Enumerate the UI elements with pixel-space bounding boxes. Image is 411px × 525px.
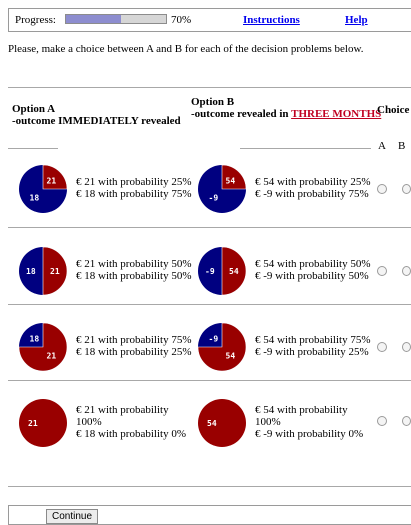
lottery-description: € 21 with probability 100% € 18 with prob… [76, 404, 194, 440]
high-outcome-text: € 21 with probability 25% [76, 176, 192, 188]
lottery-description: € 54 with probability 25% € -9 with proba… [255, 176, 373, 200]
option-a-header: Option A -outcome IMMEDIATELY revealed [12, 103, 181, 127]
choice-a-label: A [378, 140, 386, 152]
choice-b-radio[interactable] [402, 416, 411, 426]
choice-b-label: B [398, 140, 406, 152]
continue-button[interactable]: Continue [46, 509, 99, 524]
low-outcome-text: € -9 with probability 50% [255, 270, 369, 282]
pie-label-high: 21 [28, 419, 38, 428]
high-outcome-text: € 54 with probability 100% [255, 404, 348, 428]
pie-label-high: 54 [226, 177, 236, 186]
lottery-description: € 21 with probability 25% € 18 with proba… [76, 176, 194, 200]
low-outcome-text: € -9 with probability 75% [255, 188, 369, 200]
bottom-bar: Continue [8, 505, 411, 525]
pie-label-high: 54 [226, 352, 236, 361]
choice-header: Choice [377, 104, 410, 116]
lottery-description: € 54 with probability 75% € -9 with proba… [255, 334, 373, 358]
divider [240, 148, 371, 149]
divider [8, 486, 411, 487]
lottery-description: € 21 with probability 75% € 18 with proba… [76, 334, 194, 358]
pie-slice-high [198, 399, 246, 447]
option-a-title: Option A [12, 103, 56, 115]
lottery-pie-chart: 21 18 [18, 322, 68, 372]
decision-problem-row: 21 18 € 21 with probability 75% € 18 with p… [0, 322, 411, 382]
low-outcome-text: € 18 with probability 25% [76, 346, 192, 358]
option-b-subtitle: -outcome revealed in [191, 108, 292, 120]
pie-slice-high [18, 322, 68, 372]
decision-problem-row: 21 18 € 21 with probability 25% € 18 with p… [0, 164, 411, 224]
option-a-subtitle: -outcome IMMEDIATELY revealed [12, 115, 181, 127]
option-b-title: Option B [191, 96, 235, 108]
lottery-description: € 54 with probability 50% € -9 with proba… [255, 258, 373, 282]
lottery-pie-chart: 54 -9 [198, 164, 247, 213]
pie-label-high: 21 [47, 177, 57, 186]
pie-label-low: 18 [30, 335, 40, 344]
low-outcome-text: € 18 with probability 50% [76, 270, 192, 282]
high-outcome-text: € 54 with probability 25% [255, 176, 371, 188]
decision-problem-row: 21 18 € 21 with probability 50% € 18 with p… [0, 246, 411, 306]
pie-label-high: 54 [207, 419, 217, 428]
intro-text: Please, make a choice between A and B fo… [8, 43, 364, 55]
pie-label-low: -9 [209, 194, 219, 203]
pie-slice-high [42, 246, 68, 296]
low-outcome-text: € 18 with probability 75% [76, 188, 192, 200]
help-link[interactable]: Help [345, 14, 368, 26]
lottery-pie-chart: 21 18 [19, 164, 68, 213]
choice-a-radio[interactable] [377, 416, 387, 426]
pie-label-low: -9 [205, 267, 215, 276]
lottery-pie-chart: 21 18 [19, 246, 68, 296]
pie-label-high: 54 [229, 267, 239, 276]
divider [8, 227, 411, 228]
low-outcome-text: € -9 with probability 25% [255, 346, 369, 358]
choice-b-radio[interactable] [402, 184, 411, 194]
pie-slice-high [221, 246, 247, 296]
decision-problem-row: 21 € 21 with probability 100% € 18 with pr… [0, 398, 411, 458]
progress-track [65, 14, 167, 24]
lottery-pie-chart: 54 -9 [198, 246, 247, 296]
option-b-header: Option B -outcome revealed in THREE MONT… [191, 96, 381, 120]
pie-label-low: 18 [30, 194, 40, 203]
choice-b-radio[interactable] [402, 266, 411, 276]
high-outcome-text: € 21 with probability 100% [76, 404, 169, 428]
pie-slice-high [42, 164, 68, 190]
low-outcome-text: € -9 with probability 0% [255, 428, 364, 440]
divider [8, 380, 411, 381]
progress-bar-row: Progress: 70% Instructions Help [8, 8, 411, 32]
lottery-pie-chart: 21 [19, 399, 67, 447]
lottery-description: € 54 with probability 100% € -9 with prob… [255, 404, 373, 440]
choice-a-radio[interactable] [377, 342, 387, 352]
pie-slice-high [19, 399, 67, 447]
pie-slice-high [221, 164, 247, 190]
high-outcome-text: € 21 with probability 50% [76, 258, 192, 270]
divider [8, 87, 411, 88]
lottery-pie-chart: 54 -9 [197, 322, 247, 372]
low-outcome-text: € 18 with probability 0% [76, 428, 186, 440]
high-outcome-text: € 54 with probability 50% [255, 258, 371, 270]
progress-label: Progress: [15, 14, 56, 26]
pie-slice-high [197, 322, 247, 372]
progress-fill [66, 15, 121, 23]
lottery-pie-chart: 54 [198, 399, 246, 447]
pie-label-high: 21 [50, 267, 60, 276]
high-outcome-text: € 54 with probability 75% [255, 334, 371, 346]
choice-b-radio[interactable] [402, 342, 411, 352]
pie-label-high: 21 [47, 352, 57, 361]
lottery-description: € 21 with probability 50% € 18 with proba… [76, 258, 194, 282]
option-b-delay: THREE MONTHS [291, 108, 382, 120]
divider [8, 148, 58, 149]
pie-label-low: 18 [26, 267, 36, 276]
pie-label-low: -9 [209, 335, 219, 344]
progress-percent: 70% [171, 14, 192, 26]
choice-a-radio[interactable] [377, 266, 387, 276]
instructions-link[interactable]: Instructions [243, 14, 300, 26]
high-outcome-text: € 21 with probability 75% [76, 334, 192, 346]
choice-a-radio[interactable] [377, 184, 387, 194]
divider [8, 304, 411, 305]
